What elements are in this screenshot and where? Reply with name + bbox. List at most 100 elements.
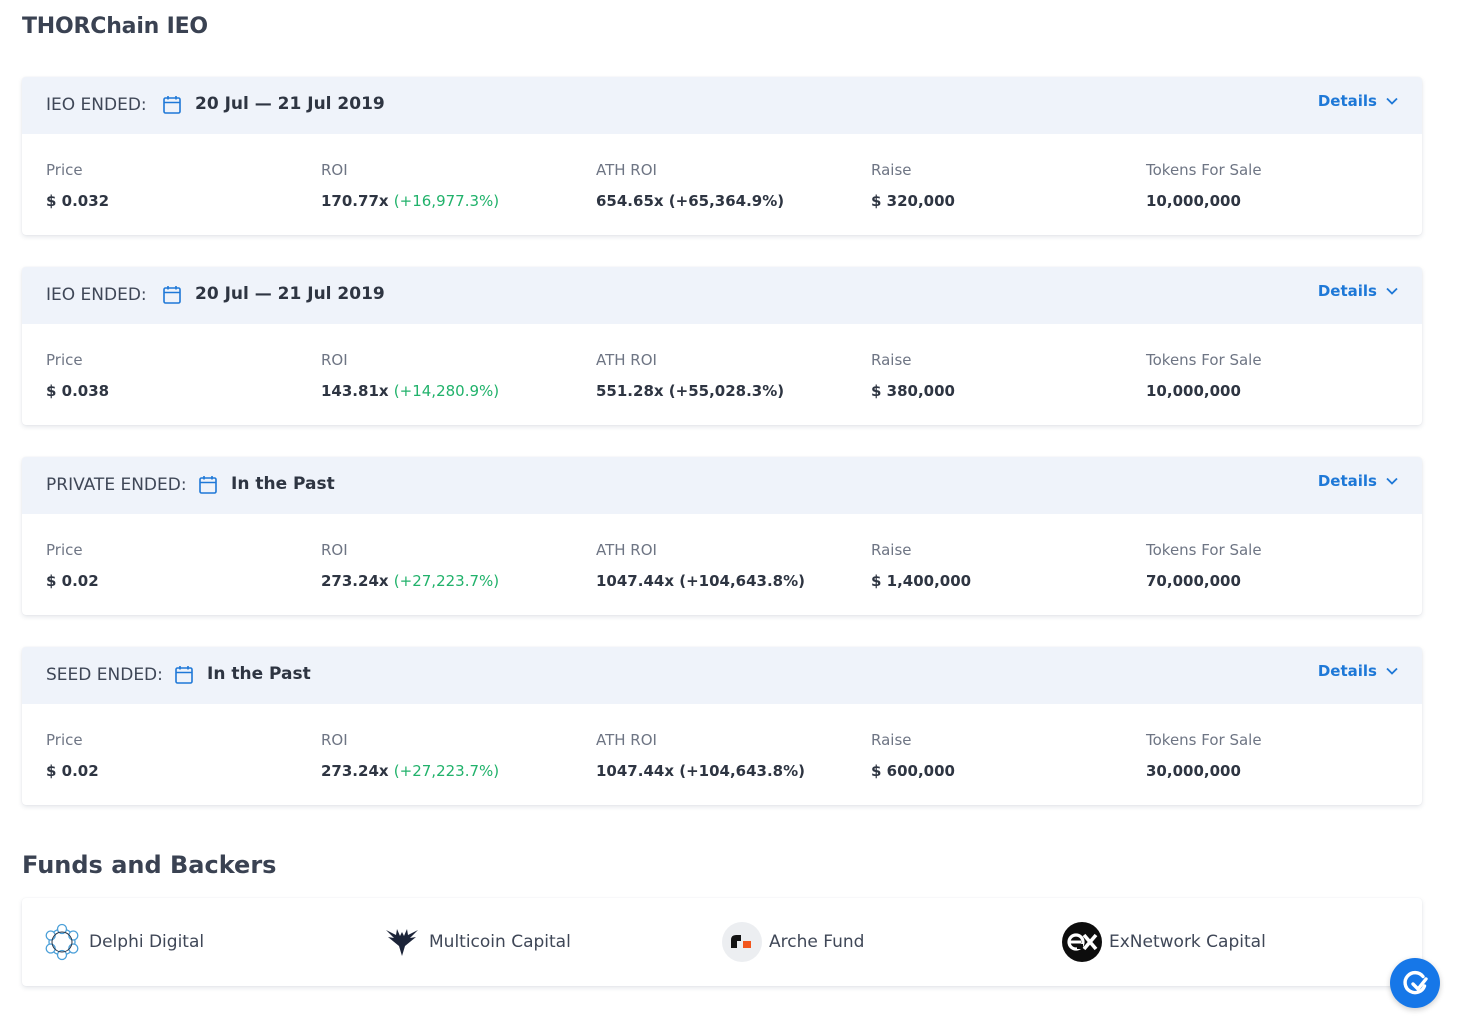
details-label: Details bbox=[1317, 662, 1377, 680]
details-button[interactable]: Details bbox=[1318, 92, 1398, 110]
exnetwork-logo-icon bbox=[1062, 922, 1102, 962]
backer-exnetwork-capital[interactable]: ExNetwork Capital bbox=[1062, 922, 1266, 962]
roi-label: ROI bbox=[321, 161, 348, 179]
roi-stat: ROI 273.24x (+27,223.7%) bbox=[321, 731, 581, 780]
tokens-value: 10,000,000 bbox=[1146, 382, 1241, 400]
raise-stat: Raise $ 1,400,000 bbox=[871, 541, 1131, 590]
raise-label: Raise bbox=[871, 351, 912, 369]
ath-roi-value: 1047.44x (+104,643.8%) bbox=[596, 572, 805, 590]
raise-value: $ 320,000 bbox=[871, 192, 955, 210]
tokens-stat: Tokens For Sale 70,000,000 bbox=[1146, 541, 1406, 590]
ath-roi-stat: ATH ROI 1047.44x (+104,643.8%) bbox=[596, 541, 856, 590]
raise-label: Raise bbox=[871, 541, 912, 559]
chat-widget-button[interactable] bbox=[1390, 958, 1440, 1008]
backers-section-title: Funds and Backers bbox=[22, 851, 277, 879]
multicoin-logo-icon bbox=[382, 922, 422, 962]
roi-stat: ROI 170.77x (+16,977.3%) bbox=[321, 161, 581, 210]
round-date: In the Past bbox=[231, 474, 335, 494]
tokens-value: 10,000,000 bbox=[1146, 192, 1241, 210]
round-card: PRIVATE ENDED: In the Past Details Price… bbox=[22, 457, 1422, 615]
roi-stat: ROI 143.81x (+14,280.9%) bbox=[321, 351, 581, 400]
price-label: Price bbox=[46, 351, 83, 369]
tokens-value: 30,000,000 bbox=[1146, 762, 1241, 780]
price-stat: Price $ 0.02 bbox=[46, 541, 306, 590]
price-label: Price bbox=[46, 541, 83, 559]
chevron-down-icon bbox=[1386, 667, 1398, 675]
raise-value: $ 600,000 bbox=[871, 762, 955, 780]
roi-multiple: 273.24x bbox=[321, 762, 389, 780]
roi-stat: ROI 273.24x (+27,223.7%) bbox=[321, 541, 581, 590]
ath-roi-value: 654.65x (+65,364.9%) bbox=[596, 192, 785, 210]
tokens-value: 70,000,000 bbox=[1146, 572, 1241, 590]
roi-value: 143.81x (+14,280.9%) bbox=[321, 382, 581, 400]
price-value: $ 0.02 bbox=[46, 762, 99, 780]
backer-delphi-digital[interactable]: Delphi Digital bbox=[42, 922, 204, 962]
price-stat: Price $ 0.02 bbox=[46, 731, 306, 780]
chevron-down-icon bbox=[1386, 287, 1398, 295]
round-type: PRIVATE ENDED: bbox=[46, 475, 187, 495]
raise-label: Raise bbox=[871, 731, 912, 749]
details-button[interactable]: Details bbox=[1318, 472, 1398, 490]
delphi-logo-icon bbox=[42, 922, 82, 962]
backer-multicoin-capital[interactable]: Multicoin Capital bbox=[382, 922, 571, 962]
calendar-icon bbox=[175, 666, 193, 684]
round-card: IEO ENDED: 20 Jul — 21 Jul 2019 Details … bbox=[22, 77, 1422, 235]
details-button[interactable]: Details bbox=[1318, 282, 1398, 300]
round-type: IEO ENDED: bbox=[46, 285, 147, 305]
raise-stat: Raise $ 320,000 bbox=[871, 161, 1131, 210]
chat-widget-icon bbox=[1403, 970, 1428, 995]
details-label: Details bbox=[1317, 92, 1377, 110]
raise-stat: Raise $ 600,000 bbox=[871, 731, 1131, 780]
roi-value: 273.24x (+27,223.7%) bbox=[321, 572, 581, 590]
price-value: $ 0.032 bbox=[46, 192, 110, 210]
chevron-down-icon bbox=[1386, 97, 1398, 105]
price-label: Price bbox=[46, 731, 83, 749]
round-header: SEED ENDED: In the Past Details bbox=[22, 647, 1422, 704]
roi-percent: (+16,977.3%) bbox=[393, 192, 500, 210]
roi-percent: (+27,223.7%) bbox=[393, 762, 500, 780]
calendar-icon bbox=[163, 96, 181, 114]
backer-name: ExNetwork Capital bbox=[1109, 932, 1266, 952]
tokens-label: Tokens For Sale bbox=[1146, 731, 1262, 749]
tokens-stat: Tokens For Sale 10,000,000 bbox=[1146, 351, 1406, 400]
round-date: 20 Jul — 21 Jul 2019 bbox=[195, 94, 385, 114]
details-label: Details bbox=[1317, 472, 1377, 490]
roi-value: 170.77x (+16,977.3%) bbox=[321, 192, 581, 210]
tokens-label: Tokens For Sale bbox=[1146, 541, 1262, 559]
round-card: IEO ENDED: 20 Jul — 21 Jul 2019 Details … bbox=[22, 267, 1422, 425]
tokens-label: Tokens For Sale bbox=[1146, 161, 1262, 179]
tokens-stat: Tokens For Sale 30,000,000 bbox=[1146, 731, 1406, 780]
tokens-stat: Tokens For Sale 10,000,000 bbox=[1146, 161, 1406, 210]
price-value: $ 0.038 bbox=[46, 382, 110, 400]
roi-multiple: 143.81x bbox=[321, 382, 389, 400]
roi-label: ROI bbox=[321, 541, 348, 559]
raise-value: $ 1,400,000 bbox=[871, 572, 972, 590]
price-value: $ 0.02 bbox=[46, 572, 99, 590]
ath-roi-label: ATH ROI bbox=[596, 351, 657, 369]
chevron-down-icon bbox=[1386, 477, 1398, 485]
ath-roi-stat: ATH ROI 1047.44x (+104,643.8%) bbox=[596, 731, 856, 780]
ath-roi-label: ATH ROI bbox=[596, 161, 657, 179]
raise-value: $ 380,000 bbox=[871, 382, 955, 400]
roi-value: 273.24x (+27,223.7%) bbox=[321, 762, 581, 780]
round-date: In the Past bbox=[207, 664, 311, 684]
ath-roi-stat: ATH ROI 654.65x (+65,364.9%) bbox=[596, 161, 856, 210]
round-header: IEO ENDED: 20 Jul — 21 Jul 2019 Details bbox=[22, 77, 1422, 134]
backer-arche-fund[interactable]: Arche Fund bbox=[722, 922, 864, 962]
ath-roi-label: ATH ROI bbox=[596, 541, 657, 559]
price-stat: Price $ 0.038 bbox=[46, 351, 306, 400]
raise-label: Raise bbox=[871, 161, 912, 179]
ath-roi-value: 1047.44x (+104,643.8%) bbox=[596, 762, 805, 780]
calendar-icon bbox=[199, 476, 217, 494]
roi-label: ROI bbox=[321, 351, 348, 369]
roi-label: ROI bbox=[321, 731, 348, 749]
backers-card: Delphi Digital Multicoin Capital Arche F… bbox=[22, 898, 1422, 986]
calendar-icon bbox=[163, 286, 181, 304]
tokens-label: Tokens For Sale bbox=[1146, 351, 1262, 369]
backer-name: Arche Fund bbox=[769, 932, 865, 952]
details-label: Details bbox=[1317, 282, 1377, 300]
page-title: THORChain IEO bbox=[22, 14, 208, 39]
details-button[interactable]: Details bbox=[1318, 662, 1398, 680]
round-header: IEO ENDED: 20 Jul — 21 Jul 2019 Details bbox=[22, 267, 1422, 324]
